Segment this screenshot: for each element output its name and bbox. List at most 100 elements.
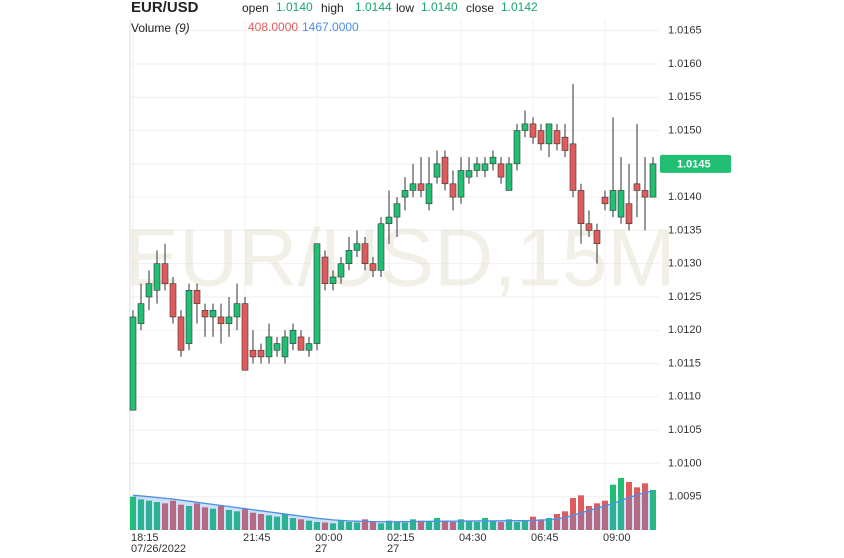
- candle-body: [145, 283, 153, 298]
- volume-bar: [642, 483, 648, 530]
- candle-body: [137, 303, 145, 324]
- candle-body: [617, 190, 625, 218]
- y-tick-label: 1.0130: [668, 258, 702, 270]
- candle-body: [497, 163, 505, 178]
- volume-bar: [226, 510, 232, 530]
- candle-body: [201, 309, 209, 318]
- volume-bar: [370, 522, 376, 530]
- candle-body: [641, 190, 649, 198]
- candle-body: [129, 316, 137, 411]
- candle-body: [265, 336, 273, 358]
- volume-bar: [266, 515, 272, 530]
- y-tick-label: 1.0105: [668, 424, 702, 436]
- y-tick-label: 1.0140: [668, 191, 702, 203]
- candle-body: [241, 303, 249, 371]
- volume-bar: [610, 484, 616, 530]
- candle-body: [513, 130, 521, 165]
- volume-bar: [298, 519, 304, 530]
- x-tick-label: 04:30: [459, 532, 487, 544]
- volume-bar: [418, 520, 424, 530]
- volume-bar: [570, 498, 576, 530]
- candle-body: [505, 163, 513, 191]
- volume-bar: [450, 522, 456, 530]
- candle-body: [417, 183, 425, 191]
- volume-bar: [490, 520, 496, 530]
- candle-body: [369, 263, 377, 271]
- candle-body: [409, 183, 417, 191]
- candle-body: [553, 130, 561, 145]
- volume-bar: [402, 522, 408, 530]
- candle-body: [481, 163, 489, 171]
- candle-body: [585, 223, 593, 231]
- volume-bar: [202, 507, 208, 530]
- x-tick-sublabel: 07/26/2022: [131, 543, 186, 555]
- volume-bar: [186, 506, 192, 530]
- volume-bar: [194, 503, 200, 530]
- y-tick-label: 1.0115: [668, 357, 701, 369]
- candle-body: [257, 349, 265, 358]
- volume-bar: [498, 522, 504, 530]
- candle-body: [225, 316, 233, 324]
- volume-bar: [170, 500, 176, 530]
- candle-body: [273, 343, 281, 351]
- volume-bar: [466, 520, 472, 530]
- candle-body: [433, 163, 441, 178]
- x-tick-sublabel: 27: [315, 543, 327, 555]
- volume-bar: [474, 522, 480, 530]
- header-label: close: [466, 1, 494, 15]
- volume-bar: [634, 487, 640, 530]
- header-value: 1.0140: [276, 0, 313, 14]
- candle-body: [337, 263, 345, 278]
- candle-body: [169, 283, 177, 318]
- candle-body: [465, 170, 473, 178]
- volume-bar: [602, 500, 608, 530]
- volume-bar: [218, 506, 224, 530]
- volume-current: 408.0000: [248, 20, 298, 34]
- header-label: high: [321, 1, 344, 15]
- candle-body: [281, 336, 289, 358]
- candle-body: [601, 196, 609, 205]
- last-price-box: [660, 154, 731, 173]
- candle-body: [521, 123, 529, 131]
- y-tick-label: 1.0110: [668, 391, 701, 403]
- candle-body: [297, 336, 305, 351]
- volume-bar: [458, 519, 464, 530]
- y-tick-label: 1.0100: [668, 457, 702, 469]
- volume-bar: [482, 518, 488, 530]
- header-value: 1.0144: [355, 0, 392, 14]
- volume-bar: [530, 516, 536, 530]
- candle-body: [569, 143, 577, 191]
- volume-bar: [378, 523, 384, 530]
- candle-body: [321, 256, 329, 284]
- y-tick-label: 1.0155: [668, 91, 702, 103]
- x-tick-label: 02:15: [387, 532, 415, 544]
- candle-body: [217, 316, 225, 324]
- volume-bar: [130, 496, 136, 530]
- volume-bar: [586, 506, 592, 530]
- volume-bar: [386, 520, 392, 530]
- candle-body: [401, 190, 409, 198]
- volume-bar: [154, 502, 160, 530]
- x-tick-label: 21:45: [243, 532, 271, 544]
- volume-bar: [338, 520, 344, 530]
- candle-body: [209, 309, 217, 318]
- volume-bar: [538, 519, 544, 530]
- candle-body: [313, 243, 321, 344]
- candle-body: [441, 156, 449, 185]
- y-tick-label: 1.0095: [668, 491, 702, 503]
- candle-body: [537, 130, 545, 145]
- volume-bar: [650, 490, 656, 530]
- candle-body: [153, 263, 161, 291]
- volume-bar: [314, 522, 320, 530]
- candle-body: [457, 170, 465, 198]
- candle-body: [377, 223, 385, 271]
- candle-body: [345, 250, 353, 264]
- watermark: EUR/USD,15M: [124, 213, 675, 304]
- x-tick-label: 18:15: [131, 532, 159, 544]
- volume-bar: [274, 516, 280, 530]
- header-value: 1.0142: [501, 0, 538, 14]
- volume-bar: [546, 518, 552, 530]
- volume-ma-value: 1467.0000: [302, 20, 359, 34]
- volume-bar: [178, 504, 184, 530]
